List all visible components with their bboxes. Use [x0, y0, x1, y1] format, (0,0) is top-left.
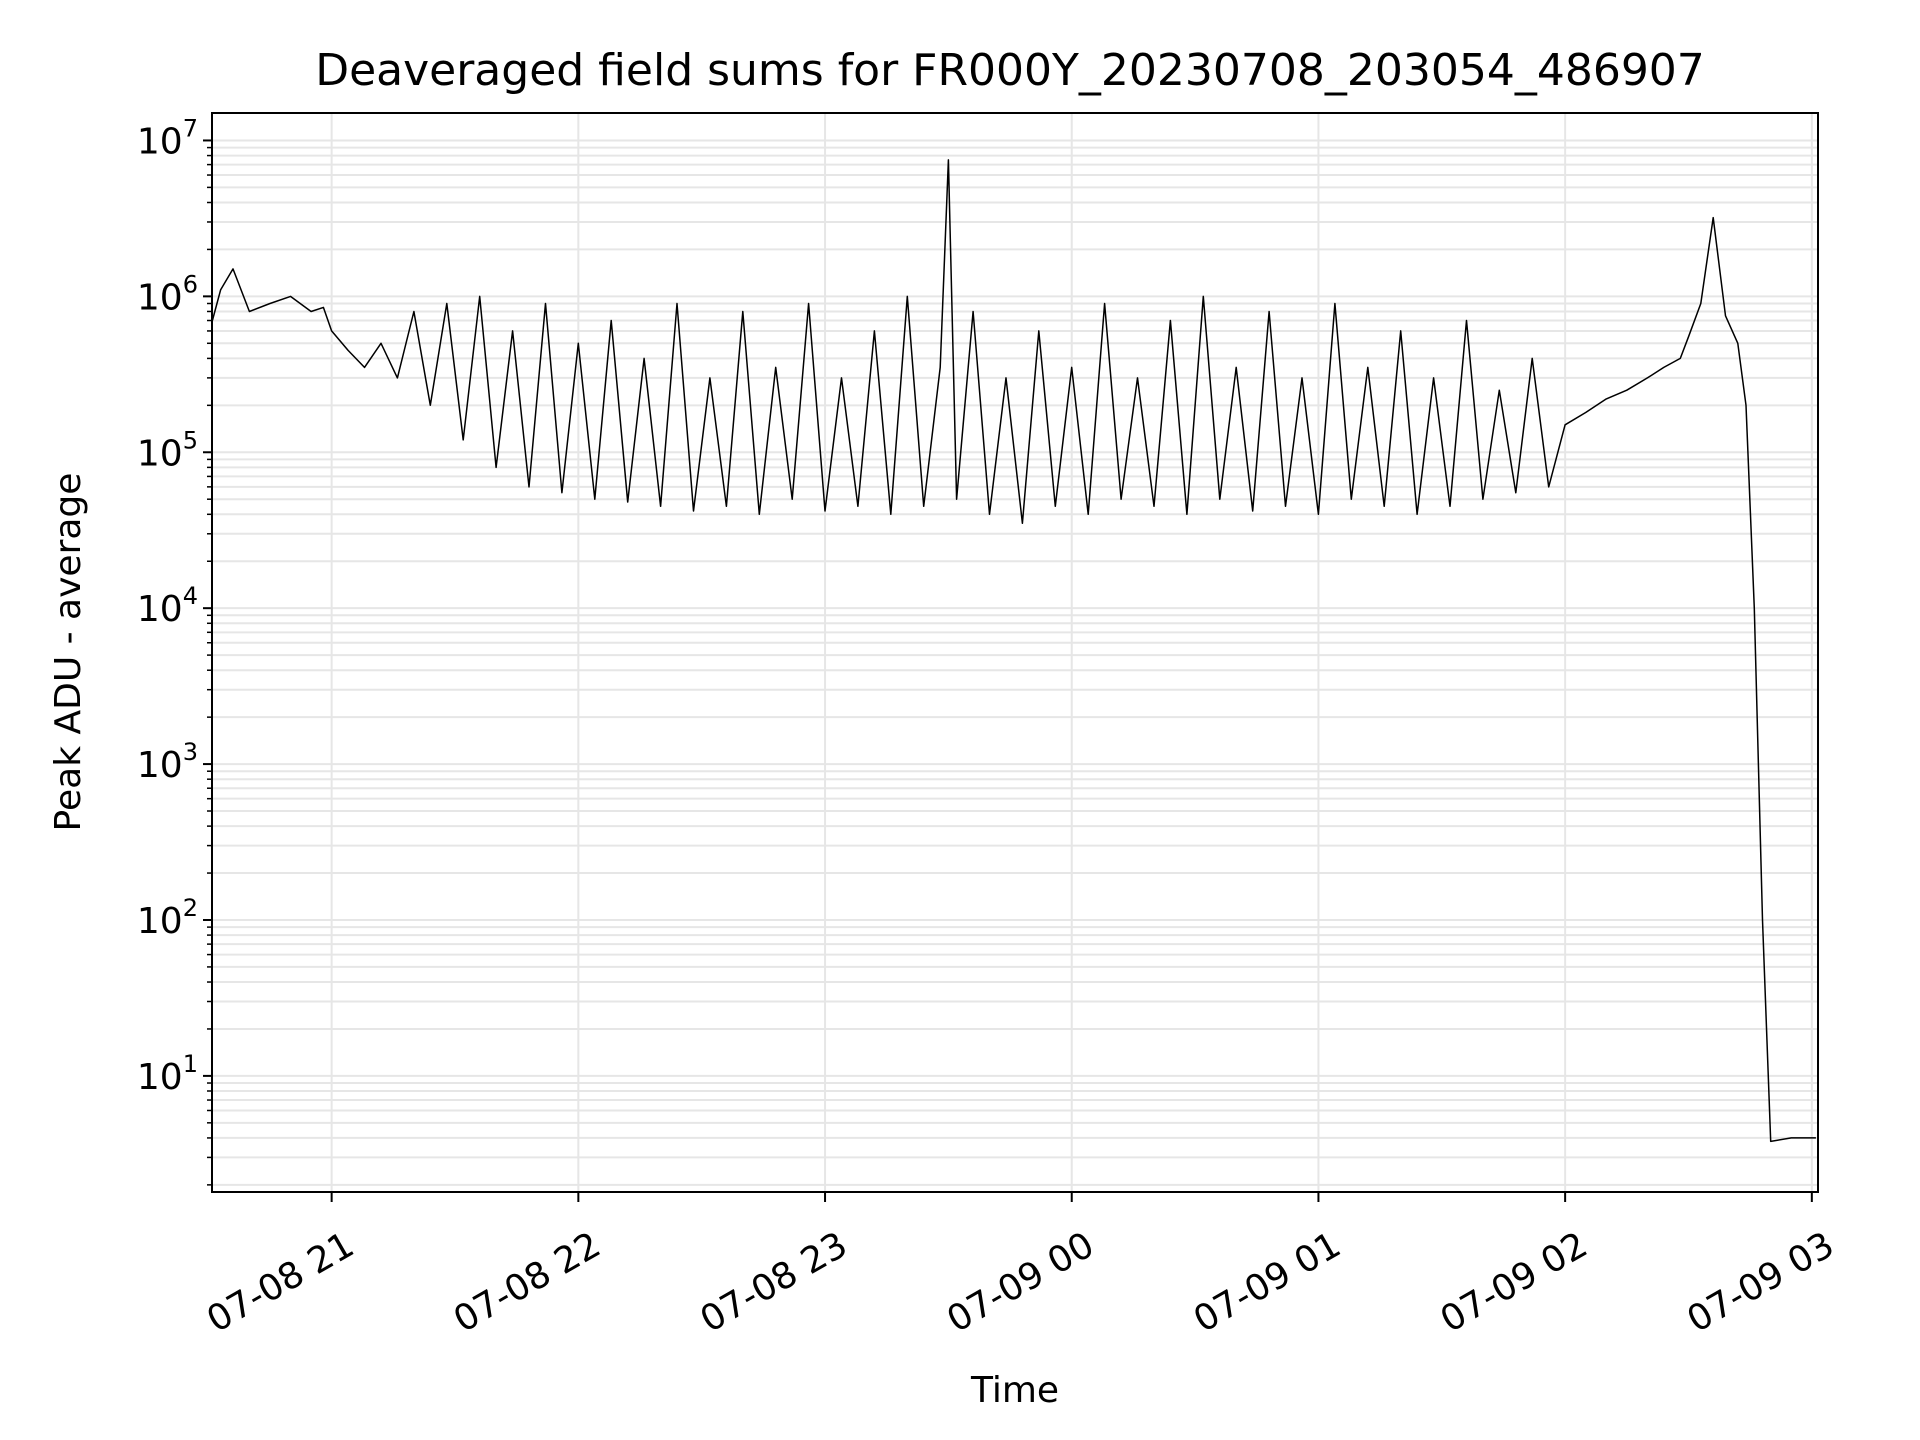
y-tick-base: 10: [137, 745, 183, 786]
chart-title: Deaveraged field sums for FR000Y_2023070…: [315, 45, 1705, 96]
y-tick-base: 10: [137, 901, 183, 942]
x-axis-label: Time: [970, 1370, 1059, 1411]
grid: [212, 113, 1818, 1192]
series-layer: [211, 159, 1816, 1143]
y-axis-label: Peak ADU - average: [48, 473, 89, 832]
y-tick-base: 10: [137, 277, 183, 318]
plot-frame: [211, 112, 1819, 1193]
y-tick-base: 10: [137, 1057, 183, 1098]
y-tick-base: 10: [137, 121, 183, 162]
y-tick-exponent: 3: [183, 738, 198, 766]
y-tick-exponent: 6: [183, 270, 198, 298]
y-tick-exponent: 5: [183, 426, 198, 454]
y-tick-exponent: 1: [183, 1050, 198, 1078]
y-tick-exponent: 7: [183, 114, 198, 142]
y-tick-base: 10: [137, 589, 183, 630]
series-line-0: [211, 159, 1816, 1143]
y-tick-label: 103: [137, 738, 198, 786]
y-tick-label: 102: [137, 894, 198, 942]
y-tick-exponent: 2: [183, 894, 198, 922]
y-tick-label: 104: [137, 582, 198, 630]
y-tick-exponent: 4: [183, 582, 198, 610]
y-tick-label: 105: [137, 426, 198, 474]
y-tick-label: 106: [137, 270, 198, 318]
y-tick-label: 107: [137, 114, 198, 162]
y-tick-base: 10: [137, 433, 183, 474]
y-tick-label: 101: [137, 1050, 198, 1098]
